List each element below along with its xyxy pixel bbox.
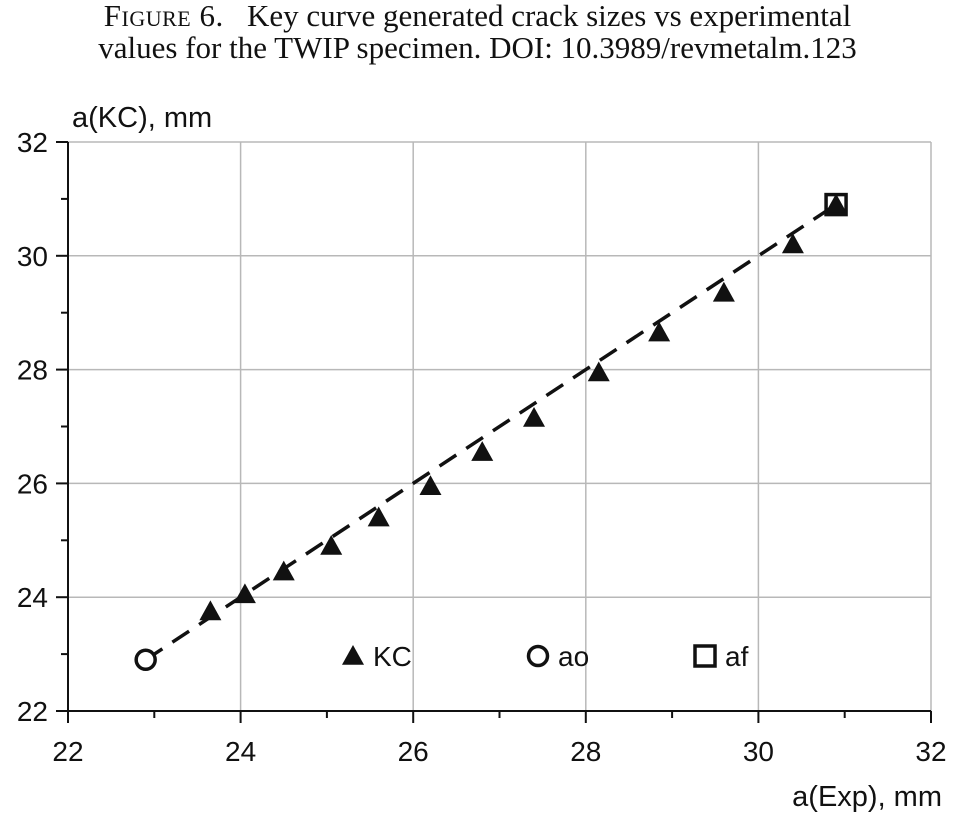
y-tick-label: 30 xyxy=(17,241,48,272)
dashed-fit-line xyxy=(144,203,838,662)
y-tick-label: 26 xyxy=(17,468,48,499)
axes xyxy=(56,141,932,723)
data-points xyxy=(134,192,848,672)
point-kc xyxy=(712,281,735,302)
point-af xyxy=(824,192,848,217)
point-kc xyxy=(523,406,546,427)
y-tick-label: 32 xyxy=(17,127,48,158)
point-ao xyxy=(134,648,157,672)
caption-line-2: values for the TWIP specimen. DOI: 10.39… xyxy=(98,30,857,65)
x-tick-label: 22 xyxy=(52,736,83,767)
point-kc xyxy=(471,441,494,461)
point-kc xyxy=(320,534,343,555)
legend-label-ao: ao xyxy=(558,641,589,672)
point-kc xyxy=(825,193,848,214)
point-kc xyxy=(272,560,295,581)
point-kc xyxy=(648,321,671,342)
y-tick-label: 28 xyxy=(17,355,48,386)
caption-line-1: Figure 6. Key curve generated crack size… xyxy=(0,0,955,32)
legend: KC ao af xyxy=(342,641,749,672)
legend-marker-kc xyxy=(342,645,364,665)
point-kc xyxy=(367,506,390,527)
x-tick-label: 28 xyxy=(570,736,601,767)
y-tick-label: 22 xyxy=(17,696,48,727)
point-kc xyxy=(419,475,442,496)
legend-marker-af xyxy=(693,644,717,668)
x-tick-label: 30 xyxy=(743,736,774,767)
grid-lines xyxy=(68,141,932,711)
tick-labels: 22 24 26 28 30 32 22 24 26 28 30 32 xyxy=(17,127,947,767)
legend-marker-ao xyxy=(526,644,550,668)
point-kc xyxy=(781,233,804,254)
y-tick-label: 24 xyxy=(17,582,48,613)
y-axis-title: a(KC), mm xyxy=(72,102,212,134)
caption-text-1: Key curve generated crack sizes vs exper… xyxy=(247,0,852,33)
legend-label-kc: KC xyxy=(373,641,412,672)
x-tick-label: 26 xyxy=(398,736,429,767)
legend-label-af: af xyxy=(725,641,749,672)
figure-label: Figure 6. xyxy=(103,0,224,33)
reference-line xyxy=(144,203,838,662)
point-kc xyxy=(199,600,222,621)
x-axis-title: a(Exp), mm xyxy=(792,781,942,813)
figure-caption: Figure 6. Key curve generated crack size… xyxy=(0,0,955,64)
x-tick-label: 32 xyxy=(915,736,946,767)
point-kc xyxy=(233,583,256,604)
point-kc xyxy=(587,361,610,382)
x-tick-label: 24 xyxy=(225,736,256,767)
